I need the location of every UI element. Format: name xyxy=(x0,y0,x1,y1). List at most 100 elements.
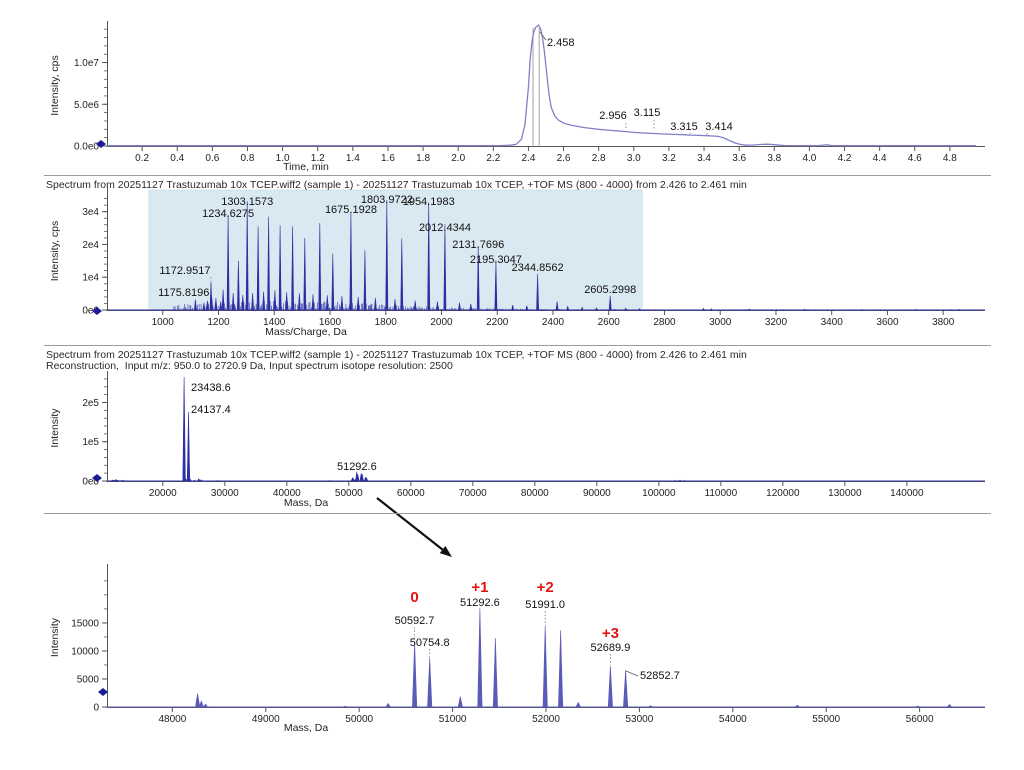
peak[interactable] xyxy=(802,308,807,311)
peak[interactable] xyxy=(393,299,397,311)
peak[interactable] xyxy=(525,305,529,311)
peak[interactable] xyxy=(196,478,201,482)
peak[interactable] xyxy=(607,666,613,708)
peak[interactable] xyxy=(794,704,801,708)
peak[interactable] xyxy=(328,480,332,482)
peak[interactable] xyxy=(647,705,654,708)
pan-marker-icon[interactable] xyxy=(98,688,108,696)
peak[interactable] xyxy=(202,703,209,708)
peak[interactable] xyxy=(262,291,266,311)
peak[interactable] xyxy=(356,296,360,311)
peak[interactable] xyxy=(363,250,367,311)
peak[interactable] xyxy=(202,302,206,311)
peak[interactable] xyxy=(188,478,192,482)
peak[interactable] xyxy=(494,260,498,311)
reconstructed-mass-spectrum-panel[interactable]: 20000 30000 40000 50000 60000 70000 80000 90000… xyxy=(49,369,985,509)
peak[interactable] xyxy=(580,306,584,311)
peak[interactable] xyxy=(385,702,391,708)
peak[interactable] xyxy=(412,641,418,708)
peak[interactable] xyxy=(331,253,335,311)
peak[interactable] xyxy=(575,701,581,708)
peak[interactable] xyxy=(122,480,126,482)
peak[interactable] xyxy=(566,305,570,311)
peak[interactable] xyxy=(360,474,364,482)
peak[interactable] xyxy=(221,289,225,311)
peak[interactable] xyxy=(193,299,197,311)
peak[interactable] xyxy=(117,480,121,482)
peak[interactable] xyxy=(291,226,295,311)
peak[interactable] xyxy=(303,237,307,311)
tof-ms-spectrum-panel[interactable]: 1000 1200 1400 1600 1800 2000 2200 2400 2600 2800… xyxy=(49,186,985,338)
selection-region[interactable] xyxy=(148,189,643,311)
peak[interactable] xyxy=(192,479,197,482)
peak[interactable] xyxy=(946,704,953,708)
tof-ms-spectrum-plot-area[interactable] xyxy=(107,186,985,310)
peak[interactable] xyxy=(199,479,204,482)
peak[interactable] xyxy=(477,607,483,708)
peak[interactable] xyxy=(205,300,209,311)
peak[interactable] xyxy=(215,480,219,482)
peak[interactable] xyxy=(673,480,677,482)
peak[interactable] xyxy=(214,298,218,311)
peak[interactable] xyxy=(594,307,599,311)
peak[interactable] xyxy=(458,302,461,311)
peak[interactable] xyxy=(511,305,515,311)
peak[interactable] xyxy=(558,630,564,708)
peak[interactable] xyxy=(427,202,431,311)
peak[interactable] xyxy=(356,474,360,482)
peak[interactable] xyxy=(183,477,188,482)
peak[interactable] xyxy=(542,625,548,708)
peak[interactable] xyxy=(701,307,706,311)
peak[interactable] xyxy=(267,216,271,311)
peak[interactable] xyxy=(435,301,439,311)
peak[interactable] xyxy=(219,301,223,311)
pan-marker-icon[interactable] xyxy=(96,140,106,148)
peak[interactable] xyxy=(709,308,714,311)
peak[interactable] xyxy=(340,296,344,311)
tic-trace[interactable] xyxy=(107,24,977,147)
peak[interactable] xyxy=(682,480,686,482)
pan-marker-icon[interactable] xyxy=(92,474,102,482)
peak[interactable] xyxy=(427,657,433,708)
peak[interactable] xyxy=(251,292,255,311)
peak[interactable] xyxy=(373,297,377,311)
peak[interactable] xyxy=(342,705,348,708)
peak[interactable] xyxy=(351,477,356,482)
total-ion-chromatogram-plot-area[interactable] xyxy=(107,19,985,146)
peak[interactable] xyxy=(198,700,204,708)
peak[interactable] xyxy=(400,238,404,311)
peak[interactable] xyxy=(457,696,463,708)
peaks[interactable] xyxy=(109,376,686,482)
peak[interactable] xyxy=(311,294,315,311)
peak[interactable] xyxy=(623,669,629,708)
peak[interactable] xyxy=(285,292,289,311)
peak[interactable] xyxy=(245,201,249,311)
peak[interactable] xyxy=(278,225,282,311)
peak[interactable] xyxy=(297,293,301,311)
total-ion-chromatogram-panel[interactable]: 0.2 0.4 0.6 0.8 1.0 1.2 1.4 1.6 1.8 2.0 2.2 2.4 2.6 2… xyxy=(49,19,985,173)
peak[interactable] xyxy=(349,211,353,311)
peak[interactable] xyxy=(476,246,480,311)
peak[interactable] xyxy=(914,308,919,311)
peak[interactable] xyxy=(608,295,612,311)
pan-marker-icon[interactable] xyxy=(92,307,102,315)
peaks[interactable] xyxy=(193,200,961,311)
peak[interactable] xyxy=(443,224,447,311)
peak[interactable] xyxy=(318,223,322,311)
peak[interactable] xyxy=(241,294,245,311)
reconstructed-mass-spectrum-plot-area[interactable] xyxy=(107,369,985,481)
peak[interactable] xyxy=(413,300,417,311)
peak[interactable] xyxy=(273,290,277,311)
peaks[interactable] xyxy=(195,607,953,708)
peak[interactable] xyxy=(325,295,329,311)
peak[interactable] xyxy=(536,273,540,311)
peak[interactable] xyxy=(119,479,125,482)
peak[interactable] xyxy=(915,705,921,708)
peak[interactable] xyxy=(624,307,628,311)
peak[interactable] xyxy=(747,308,752,311)
peak[interactable] xyxy=(364,477,369,482)
peak[interactable] xyxy=(492,638,498,708)
peak[interactable] xyxy=(236,260,240,311)
peak[interactable] xyxy=(677,479,683,482)
peak[interactable] xyxy=(195,693,201,708)
